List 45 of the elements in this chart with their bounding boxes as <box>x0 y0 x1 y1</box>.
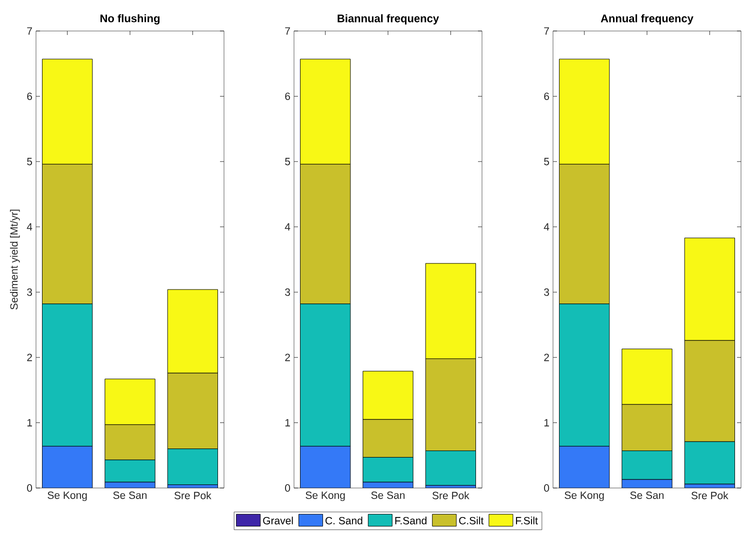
x-tick-label: Sre Pok <box>174 492 212 500</box>
y-tick-label: 5 <box>285 158 290 166</box>
y-tick-label: 7 <box>27 27 32 35</box>
y-tick-label: 6 <box>285 92 290 100</box>
x-tick-label: Se San <box>371 492 405 499</box>
legend-label: C. Sand <box>326 516 362 524</box>
y-tick-label: 3 <box>544 288 550 296</box>
y-tick-label: 4 <box>544 223 550 230</box>
y-tick-label: 2 <box>27 354 32 362</box>
legend-label: C.Silt <box>459 516 484 524</box>
y-tick-label: 3 <box>27 288 32 296</box>
y-tick-label: 2 <box>544 354 549 362</box>
y-tick-label: 7 <box>285 27 290 35</box>
x-tick-label: Se Kong <box>48 492 87 502</box>
x-tick-label: Se Kong <box>306 492 345 502</box>
y-tick-label: 1 <box>285 419 290 426</box>
y-tick-label: 6 <box>27 92 32 100</box>
chart-title: Biannual frequency <box>338 14 439 24</box>
legend-label: F.Silt <box>516 516 538 524</box>
x-tick-label: Sre Pok <box>691 492 728 500</box>
y-tick-label: 5 <box>544 158 550 166</box>
x-tick-label: Se San <box>113 492 147 499</box>
y-tick-label: 1 <box>544 419 549 426</box>
y-tick-label: 0 <box>285 484 290 492</box>
y-tick-label: 4 <box>284 223 290 230</box>
y-tick-label: 1 <box>27 419 32 426</box>
y-tick-label: 6 <box>544 92 550 100</box>
legend-label: F.Sand <box>395 516 426 524</box>
y-tick-label: 0 <box>27 484 32 492</box>
y-tick-label: 0 <box>544 484 550 492</box>
y-tick-label: 5 <box>27 158 32 166</box>
y-tick-label: 4 <box>26 223 32 230</box>
y-tick-label: 2 <box>285 354 290 362</box>
y-tick-label: 3 <box>285 288 290 296</box>
x-tick-label: Se San <box>630 492 664 499</box>
bar <box>559 446 610 488</box>
bar <box>42 446 92 488</box>
chart-title: No flushing <box>100 14 160 24</box>
chart-title: Annual frequency <box>600 14 694 24</box>
bar <box>300 446 350 488</box>
y-axis-title: Sediment yield [Mt/yr] <box>10 210 20 310</box>
y-tick-label: 7 <box>544 27 549 35</box>
legend-label: Gravel <box>263 516 293 524</box>
x-tick-label: Se Kong <box>564 492 604 502</box>
x-tick-label: Sre Pok <box>432 492 470 500</box>
